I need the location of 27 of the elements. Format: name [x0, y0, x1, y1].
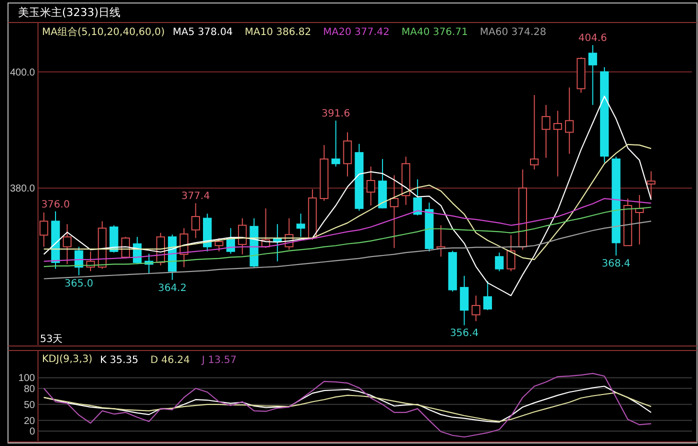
y-tick-label: 380.0	[10, 184, 36, 195]
annotation: 404.6	[578, 33, 608, 44]
y-tick-label: 400.0	[10, 67, 36, 78]
text: MA60 374.28	[480, 27, 546, 38]
text: D 46.24	[150, 355, 190, 366]
text: MA10 386.82	[244, 27, 312, 38]
annotation: 377.4	[181, 191, 210, 202]
text: MA40 376.71	[402, 27, 468, 38]
annotation: 368.4	[602, 258, 630, 270]
text: K 35.35	[100, 355, 138, 366]
text: J 13.57	[200, 355, 237, 366]
legend-title: MA组合(5,10,20,40,60,0)	[42, 26, 165, 38]
y-tick-label: 80	[24, 384, 36, 395]
text: MA20 377.42	[323, 27, 390, 38]
y-tick-label: 20	[24, 416, 36, 427]
y-tick-label: 50	[24, 400, 36, 411]
y-tick-label: 100	[18, 373, 36, 384]
annotation: 376.0	[41, 199, 70, 210]
chart-title: 美玉米主(3233)日线	[18, 6, 121, 19]
annotation: 365.0	[64, 278, 94, 290]
text: MA5 378.04	[172, 27, 233, 38]
annotation: 364.2	[158, 282, 187, 294]
annotation: 356.4	[450, 328, 479, 340]
annotation: 391.6	[321, 108, 350, 120]
chart-title: KDJ(9,3,3)	[42, 354, 93, 365]
y-tick-label: 0	[29, 426, 36, 438]
annotation: 53天	[40, 334, 63, 345]
